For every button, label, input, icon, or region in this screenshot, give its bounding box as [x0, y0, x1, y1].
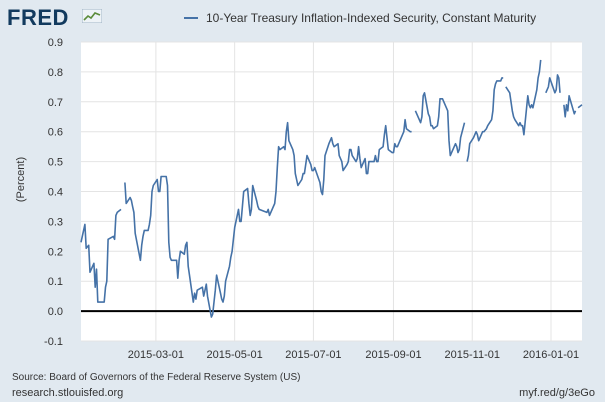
- chart-legend: 10-Year Treasury Inflation-Indexed Secur…: [184, 11, 536, 25]
- series-line-segment: [466, 77, 504, 162]
- x-tick-label: 2015-03-01: [128, 349, 184, 361]
- series-line-segment: [124, 118, 412, 318]
- y-tick-label: 0.2: [48, 246, 63, 258]
- y-tick-label: 0.6: [48, 127, 63, 139]
- y-tick-label: 0.5: [48, 157, 63, 169]
- x-tick-label: 2015-05-01: [207, 349, 263, 361]
- y-tick-label: 0.1: [48, 276, 63, 288]
- x-tick-label: 2015-07-01: [285, 349, 341, 361]
- y-tick-label: -0.1: [44, 336, 63, 348]
- x-tick-label: 2015-11-01: [445, 349, 500, 361]
- series-line-segment: [80, 208, 122, 303]
- y-tick-label: 0.0: [48, 306, 63, 318]
- x-tick-label: 2015-09-01: [365, 349, 421, 361]
- y-tick-label: 0.7: [48, 97, 63, 109]
- series-line-segment: [563, 95, 577, 118]
- series-line-segment: [577, 104, 583, 109]
- y-tick-label: 0.8: [48, 67, 63, 79]
- line-chart-icon: [82, 9, 102, 23]
- short-url-link[interactable]: myf.red/g/3eGo: [519, 387, 595, 399]
- y-tick-label: 0.9: [48, 37, 63, 49]
- legend-label: 10-Year Treasury Inflation-Indexed Secur…: [206, 11, 537, 25]
- series-line-segment: [414, 92, 466, 157]
- site-link[interactable]: research.stlouisfed.org: [12, 387, 124, 399]
- y-axis-label: (Percent): [15, 157, 27, 202]
- series-line-segment: [505, 59, 542, 136]
- x-tick-label: 2016-01-01: [523, 349, 579, 361]
- legend-swatch: [184, 17, 198, 19]
- fred-logo[interactable]: FRED: [7, 5, 69, 30]
- series-line-segment: [545, 74, 561, 94]
- y-tick-label: 0.3: [48, 216, 63, 228]
- source-note: Source: Board of Governors of the Federa…: [12, 372, 301, 383]
- plot-area: [81, 42, 582, 341]
- y-tick-label: 0.4: [48, 187, 63, 199]
